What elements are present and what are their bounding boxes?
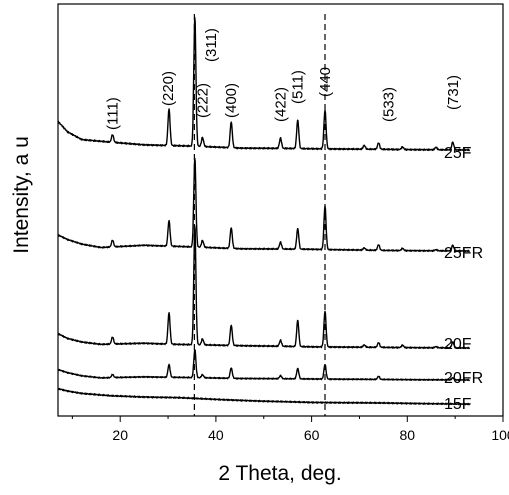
x-tick-label-20: 20	[112, 427, 128, 443]
x-axis-ticks: 20 40 60 80 100	[71, 416, 509, 443]
series-line-25fr	[57, 157, 471, 253]
series-label-25fr: 25FR	[444, 245, 483, 262]
series-line-15f	[57, 387, 471, 406]
peak-label-111: (111)	[105, 97, 122, 130]
series-label-25f: 25F	[444, 145, 472, 162]
peak-label-400: (400)	[223, 83, 240, 118]
x-tick-label-80: 80	[400, 427, 416, 443]
x-axis-label: 2 Theta, deg.	[218, 462, 341, 485]
peak-label-311: (311)	[203, 28, 220, 62]
plot-frame	[57, 3, 504, 417]
peak-label-220: (220)	[160, 71, 177, 106]
series-line-20fr	[57, 348, 471, 382]
peak-label-440: (440	[317, 67, 334, 97]
series-label-15f: 15F	[444, 396, 472, 413]
peak-label-511: (511)	[290, 70, 307, 104]
series-line-20f	[57, 225, 471, 350]
x-tick-label-100: 100	[491, 427, 509, 443]
series-line-25f	[57, 16, 471, 152]
peak-label-422: (422)	[273, 87, 290, 122]
x-tick-label-40: 40	[208, 427, 224, 443]
peak-labels: (111) (220) (311) (222) (400) (422) (511) (440 (…	[105, 28, 462, 130]
y-axis-label: Intensity, a u	[10, 136, 33, 254]
peak-label-533: (533)	[381, 87, 398, 122]
peak-label-731: (731)	[445, 75, 462, 110]
peak-label-222: (222)	[195, 83, 212, 118]
x-tick-label-60: 60	[304, 427, 320, 443]
series-group: 25F 25FR 20F 20FR 15F	[57, 16, 483, 413]
series-label-20f: 20F	[444, 336, 472, 353]
series-label-20fr: 20FR	[444, 370, 483, 387]
